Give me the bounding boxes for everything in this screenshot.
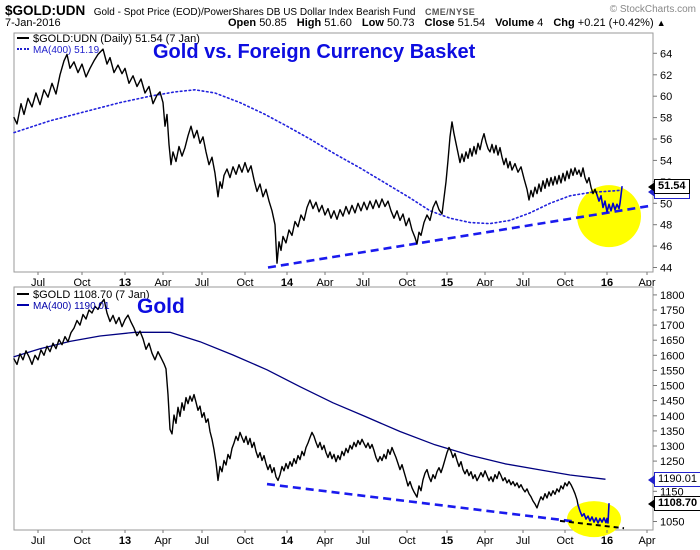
ratio-price-legend-text: $GOLD:UDN (Daily) 51.54 (7 Jan) — [33, 33, 200, 45]
svg-text:Apr: Apr — [154, 535, 171, 547]
svg-text:50: 50 — [660, 198, 672, 210]
svg-text:1050: 1050 — [660, 517, 684, 529]
price-line-swatch — [17, 37, 29, 40]
svg-text:1800: 1800 — [660, 290, 684, 302]
gold-chart-title: Gold — [137, 295, 185, 318]
change-up-arrow: ▲ — [656, 18, 666, 28]
gold-price-legend-text: $GOLD 1108.70 (7 Jan) — [33, 289, 150, 301]
svg-text:Oct: Oct — [73, 535, 90, 547]
svg-text:13: 13 — [119, 277, 131, 286]
svg-text:16: 16 — [601, 535, 613, 547]
gold-ma-price-tag: 1190.01 — [648, 472, 700, 487]
svg-text:1500: 1500 — [660, 381, 684, 393]
ratio-ma-legend: MA(400) 51.19 — [17, 45, 99, 56]
svg-text:Apr: Apr — [316, 535, 333, 547]
close-label: Close — [424, 17, 455, 29]
svg-text:14: 14 — [281, 535, 294, 547]
svg-text:13: 13 — [119, 535, 131, 547]
symbol-description: Gold - Spot Price (EOD)/PowerShares DB U… — [93, 7, 416, 18]
svg-text:44: 44 — [660, 263, 672, 275]
svg-text:1350: 1350 — [660, 426, 684, 438]
svg-text:Oct: Oct — [236, 535, 253, 547]
svg-text:16: 16 — [601, 277, 613, 286]
svg-text:1300: 1300 — [660, 441, 684, 453]
change-value: +0.21 (+0.42%) — [577, 17, 654, 29]
volume-label: Volume — [495, 17, 535, 29]
svg-text:Oct: Oct — [398, 277, 415, 286]
exchange-label: CME/NYSE — [424, 7, 476, 17]
svg-text:Apr: Apr — [638, 535, 655, 547]
svg-text:1700: 1700 — [660, 320, 684, 332]
low-label: Low — [361, 17, 384, 29]
gold-chart-canvas: 1050110011501200125013001350140014501500… — [13, 286, 684, 547]
svg-text:1400: 1400 — [660, 411, 684, 423]
svg-text:Apr: Apr — [154, 277, 171, 286]
svg-text:Apr: Apr — [316, 277, 333, 286]
gold-ma-legend: MA(400) 1190.01 — [17, 301, 110, 312]
svg-text:Oct: Oct — [556, 535, 573, 547]
svg-text:Apr: Apr — [638, 277, 655, 286]
svg-text:1550: 1550 — [660, 365, 684, 377]
svg-text:1150: 1150 — [660, 486, 684, 498]
ma-line-swatch — [17, 48, 29, 51]
ticker-symbol: $GOLD:UDN — [5, 3, 86, 18]
ratio-last-price-tag: 51.54 — [648, 179, 690, 194]
svg-text:15: 15 — [441, 535, 453, 547]
stockcharts-copyright: © StockCharts.com — [609, 4, 696, 15]
ma-line-swatch — [17, 304, 29, 307]
ratio-ma-legend-text: MA(400) 51.19 — [33, 45, 100, 56]
svg-text:62: 62 — [660, 70, 672, 82]
open-label: Open — [228, 17, 257, 29]
svg-text:Jul: Jul — [356, 277, 370, 286]
ratio-price-legend: $GOLD:UDN (Daily) 51.54 (7 Jan) — [17, 33, 200, 45]
svg-text:1450: 1450 — [660, 396, 684, 408]
svg-text:60: 60 — [660, 91, 672, 103]
svg-text:1250: 1250 — [660, 456, 684, 468]
change-label: Chg — [553, 17, 575, 29]
quote-date: 7-Jan-2016 — [5, 17, 61, 29]
svg-text:46: 46 — [660, 241, 672, 253]
gold-ma-legend-text: MA(400) 1190.01 — [33, 301, 110, 312]
svg-text:Jul: Jul — [31, 277, 45, 286]
svg-text:Apr: Apr — [476, 277, 493, 286]
svg-text:Oct: Oct — [398, 535, 415, 547]
svg-text:Oct: Oct — [73, 277, 90, 286]
ratio-chart-title: Gold vs. Foreign Currency Basket — [153, 41, 476, 63]
svg-text:Jul: Jul — [356, 535, 370, 547]
svg-text:64: 64 — [660, 48, 672, 60]
high-label: High — [296, 17, 322, 29]
svg-text:1650: 1650 — [660, 335, 684, 347]
svg-text:54: 54 — [660, 155, 672, 167]
svg-text:1600: 1600 — [660, 350, 684, 362]
low-value: 50.73 — [386, 17, 415, 29]
svg-text:48: 48 — [660, 220, 672, 232]
svg-text:58: 58 — [660, 113, 672, 125]
gold-price-legend: $GOLD 1108.70 (7 Jan) — [17, 289, 150, 301]
header-line1: $GOLD:UDN Gold - Spot Price (EOD)/PowerS… — [5, 2, 696, 20]
svg-text:56: 56 — [660, 134, 672, 146]
price-line-swatch — [17, 293, 29, 296]
open-value: 50.85 — [259, 17, 287, 29]
gold-last-price-tag: 1108.70 — [647, 496, 700, 511]
ohlc-values: Open 50.85 High 51.60 Low 50.73 Close 51… — [228, 17, 666, 29]
svg-text:Jul: Jul — [516, 535, 530, 547]
svg-text:Jul: Jul — [31, 535, 45, 547]
svg-text:Apr: Apr — [476, 535, 493, 547]
svg-text:15: 15 — [441, 277, 453, 286]
svg-text:Jul: Jul — [195, 535, 209, 547]
volume-value: 4 — [537, 17, 544, 29]
high-value: 51.60 — [324, 17, 352, 29]
svg-text:Jul: Jul — [516, 277, 530, 286]
ratio-chart-canvas: 4446485052545658606264JulOct13AprJulOct1… — [13, 32, 672, 286]
svg-text:Oct: Oct — [236, 277, 253, 286]
svg-text:14: 14 — [281, 277, 294, 286]
close-value: 51.54 — [457, 17, 486, 29]
svg-text:1750: 1750 — [660, 305, 684, 317]
svg-text:Oct: Oct — [556, 277, 573, 286]
svg-text:Jul: Jul — [195, 277, 209, 286]
